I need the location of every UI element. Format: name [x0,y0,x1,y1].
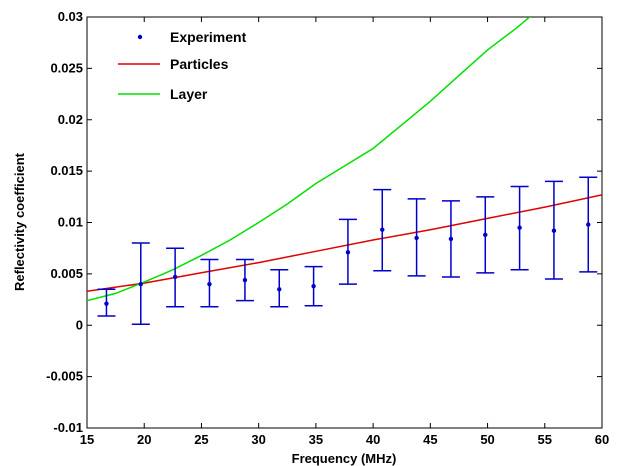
data-point [517,225,522,230]
legend-label-experiment: Experiment [170,29,247,45]
errorbar-point [579,176,598,273]
errorbar-point [441,200,460,278]
legend-marker-experiment [137,34,143,40]
errorbar-point [166,247,185,308]
data-point [104,301,109,306]
data-point [242,277,248,283]
y-tick-label: 0.025 [50,60,83,75]
series-line-layer [87,17,531,302]
errorbar-point [235,258,254,302]
errorbar-point [373,188,392,272]
x-tick-label: 55 [538,432,552,447]
series-lines [87,17,602,302]
x-tick-label: 60 [595,432,609,447]
errorbar-point [338,218,357,285]
y-tick-label: 0.02 [58,112,83,127]
x-tick-label: 30 [251,432,265,447]
data-point [586,222,591,227]
y-tick-label: -0.005 [46,369,83,384]
y-axis-label: Reflectivity coefficient [12,152,27,291]
data-point [311,284,316,289]
y-tick-label: -0.01 [53,420,83,435]
x-tick-label: 15 [80,432,94,447]
errorbar-point [510,185,529,271]
data-point [483,232,488,238]
errorbar-point [544,180,563,280]
x-tick-label: 20 [137,432,151,447]
x-axis-label: Frequency (MHz) [292,451,397,466]
data-point [414,235,419,241]
y-tick-label: 0.005 [50,266,83,281]
errorbar-point [97,288,116,317]
data-point [277,287,282,292]
legend-label-particles: Particles [170,56,229,72]
x-tick-label: 35 [309,432,323,447]
y-tick-label: 0 [76,317,83,332]
x-tick-label: 45 [423,432,437,447]
y-tick-label: 0.03 [58,9,83,24]
errorbar-series [97,176,598,325]
y-tick-label: 0.015 [50,163,83,178]
data-point [380,227,385,232]
data-point [207,281,212,287]
errorbar-point [407,198,426,277]
plot-area [86,16,603,429]
errorbar-point [200,258,219,308]
legend-label-layer: Layer [170,86,208,102]
axis-ticks: 15 20 25 30 35 40 45 50 55 60 -0.01 -0.005 0 0.005 0.0… [46,9,609,447]
x-tick-label: 25 [194,432,208,447]
data-point [345,250,351,255]
errorbar-point [304,265,323,307]
legend: Experiment Particles Layer [118,29,247,102]
series-line-particles [87,194,602,293]
errorbar-point [270,269,289,308]
data-point [551,228,557,233]
data-point [448,236,454,242]
x-tick-label: 40 [366,432,380,447]
errorbar-point [131,242,150,325]
data-point [172,274,178,280]
x-tick-label: 50 [480,432,494,447]
y-tick-label: 0.01 [58,215,83,230]
data-point [138,281,143,287]
errorbar-point [476,196,495,274]
